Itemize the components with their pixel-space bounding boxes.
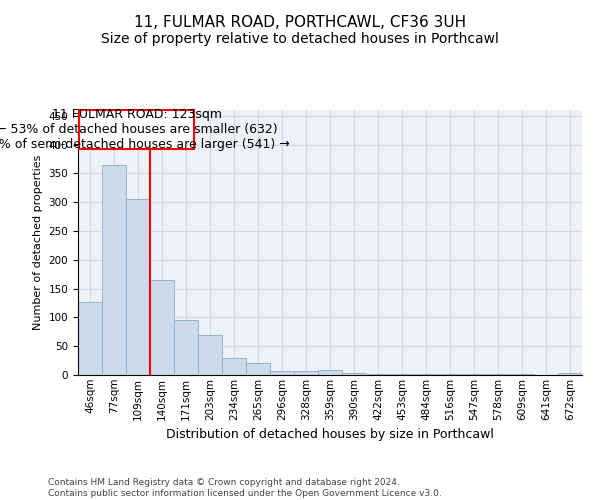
Bar <box>462 374 486 375</box>
Bar <box>438 374 462 375</box>
Bar <box>198 334 222 375</box>
Bar <box>102 164 126 375</box>
Bar <box>486 374 510 375</box>
Bar <box>294 371 318 375</box>
Bar <box>366 374 390 375</box>
Bar <box>78 302 102 375</box>
Bar <box>390 374 414 375</box>
Bar <box>414 374 438 375</box>
Bar <box>150 280 174 375</box>
Text: 11 FULMAR ROAD: 123sqm
← 53% of detached houses are smaller (632)
46% of semi-de: 11 FULMAR ROAD: 123sqm ← 53% of detached… <box>0 108 290 151</box>
Text: Contains HM Land Registry data © Crown copyright and database right 2024.
Contai: Contains HM Land Registry data © Crown c… <box>48 478 442 498</box>
Text: Size of property relative to detached houses in Porthcawl: Size of property relative to detached ho… <box>101 32 499 46</box>
Bar <box>558 374 582 375</box>
Bar <box>126 200 150 375</box>
Bar <box>174 320 198 375</box>
Bar <box>246 364 270 375</box>
Bar <box>270 371 294 375</box>
Text: 11, FULMAR ROAD, PORTHCAWL, CF36 3UH: 11, FULMAR ROAD, PORTHCAWL, CF36 3UH <box>134 15 466 30</box>
Bar <box>79 110 194 148</box>
X-axis label: Distribution of detached houses by size in Porthcawl: Distribution of detached houses by size … <box>166 428 494 441</box>
Bar <box>342 374 366 375</box>
Y-axis label: Number of detached properties: Number of detached properties <box>33 155 43 330</box>
Bar <box>318 370 342 375</box>
Bar <box>510 374 534 375</box>
Bar <box>222 358 246 375</box>
